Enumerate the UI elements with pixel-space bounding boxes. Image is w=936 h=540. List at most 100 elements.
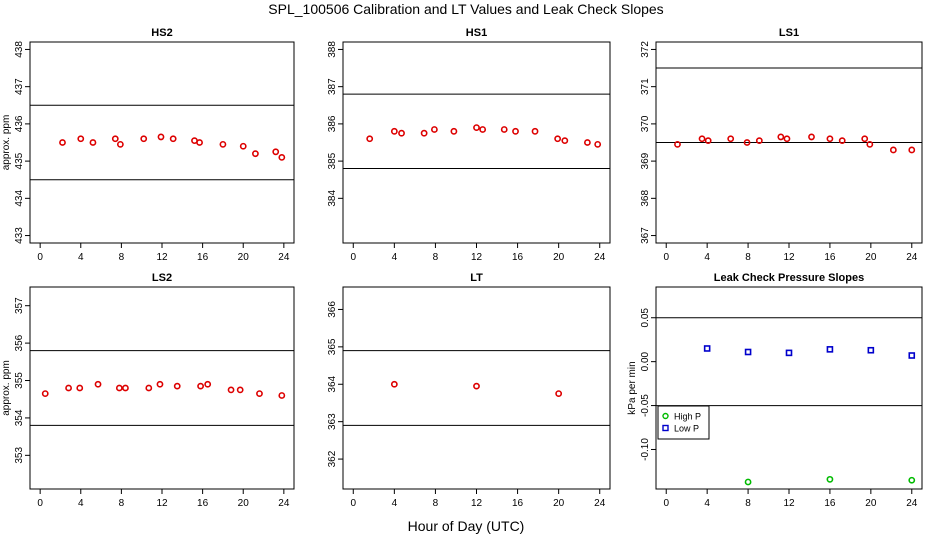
x-tick-label: 16 xyxy=(512,498,524,509)
data-point xyxy=(450,127,458,135)
x-tick-label: 0 xyxy=(37,252,43,263)
data-point xyxy=(157,133,165,141)
x-tick-label: 0 xyxy=(350,252,356,263)
x-tick-label: 4 xyxy=(78,252,84,263)
y-tick-label: 369 xyxy=(640,152,651,169)
x-tick-label: 12 xyxy=(156,252,168,263)
y-tick-label: 364 xyxy=(327,375,338,392)
data-point xyxy=(122,384,129,392)
panel-title: LS1 xyxy=(779,27,799,39)
data-point xyxy=(116,140,124,148)
data-point xyxy=(420,129,428,137)
y-tick-label: 367 xyxy=(640,227,651,244)
y-tick-label: 437 xyxy=(14,78,25,95)
legend-marker xyxy=(662,424,669,432)
data-point xyxy=(674,140,681,148)
data-point xyxy=(111,135,119,143)
data-point xyxy=(908,146,916,154)
data-point xyxy=(256,390,263,398)
x-tick-label: 16 xyxy=(197,252,209,263)
y-tick-label: 365 xyxy=(327,338,338,355)
data-point xyxy=(704,137,712,145)
shared-x-axis-label: Hour of Day (UTC) xyxy=(408,518,525,534)
data-point xyxy=(838,137,846,145)
data-point xyxy=(430,126,438,133)
data-point xyxy=(866,140,874,148)
panel-title: LT xyxy=(470,272,483,284)
data-point xyxy=(512,127,519,135)
x-tick-label: 24 xyxy=(278,252,290,263)
y-tick-label: 362 xyxy=(327,450,338,467)
data-point xyxy=(140,135,148,143)
data-point xyxy=(89,139,97,146)
plot-frame xyxy=(29,286,295,490)
panel-3: LS1 0 4 8 12 16 20 24 367 368 369 370 371 372 xyxy=(640,27,923,263)
x-tick-label: 0 xyxy=(350,498,356,509)
x-tick-label: 4 xyxy=(704,252,710,263)
data-point xyxy=(77,135,85,143)
panel-4: LS2 0 4 8 12 16 20 24 353 354 355 356 357 approx. ppm xyxy=(1,272,295,509)
data-point xyxy=(169,135,177,143)
data-point xyxy=(204,380,212,388)
y-tick-label: 363 xyxy=(327,413,338,430)
y-tick-label: 354 xyxy=(14,409,25,426)
data-point xyxy=(744,348,752,356)
x-tick-label: 20 xyxy=(553,252,565,263)
panel-title: HS1 xyxy=(466,27,487,39)
figure-title: SPL_100506 Calibration and LT Values and… xyxy=(268,1,663,17)
data-point xyxy=(908,476,916,484)
data-point xyxy=(826,135,834,143)
x-tick-label: 16 xyxy=(512,252,524,263)
data-point xyxy=(473,124,480,132)
x-tick-label: 4 xyxy=(704,498,710,509)
data-point xyxy=(727,135,735,143)
x-tick-label: 20 xyxy=(238,498,250,509)
x-tick-label: 20 xyxy=(553,498,565,509)
y-tick-label: 434 xyxy=(14,190,25,207)
data-point xyxy=(41,390,49,398)
x-tick-label: 4 xyxy=(78,498,84,509)
y-tick-label: 371 xyxy=(640,78,651,95)
data-point xyxy=(115,384,123,392)
x-tick-label: 24 xyxy=(594,252,606,263)
data-point xyxy=(76,384,84,392)
y-tick-label: 385 xyxy=(327,152,338,169)
x-tick-label: 12 xyxy=(471,498,483,509)
data-point xyxy=(785,349,793,357)
data-point xyxy=(366,135,374,143)
y-tick-label: 366 xyxy=(327,301,338,318)
x-tick-label: 12 xyxy=(156,498,168,509)
x-tick-label: 12 xyxy=(783,498,795,509)
data-point xyxy=(584,139,591,146)
y-axis-label: approx. ppm xyxy=(1,115,12,171)
x-tick-label: 4 xyxy=(392,498,398,509)
x-tick-label: 12 xyxy=(471,252,483,263)
data-point xyxy=(197,382,204,390)
x-tick-label: 20 xyxy=(238,252,250,263)
x-tick-label: 16 xyxy=(824,252,836,263)
x-tick-label: 24 xyxy=(906,252,918,263)
data-point xyxy=(594,140,602,148)
y-tick-label: 356 xyxy=(14,334,25,351)
legend: High P Low P xyxy=(657,405,710,440)
data-point xyxy=(826,475,834,483)
x-tick-label: 16 xyxy=(824,498,836,509)
data-point xyxy=(826,346,834,353)
x-tick-label: 24 xyxy=(906,498,918,509)
legend-label: High P xyxy=(674,412,701,422)
data-point xyxy=(227,386,235,394)
legend-box xyxy=(657,405,710,440)
y-tick-label: 372 xyxy=(640,41,651,58)
y-tick-label: 357 xyxy=(14,297,25,314)
x-tick-label: 20 xyxy=(865,252,877,263)
data-point xyxy=(196,139,203,146)
y-tick-label: 386 xyxy=(327,115,338,132)
y-tick-label: 435 xyxy=(14,152,25,169)
data-point xyxy=(390,380,398,388)
x-tick-label: 8 xyxy=(433,498,439,509)
x-tick-label: 8 xyxy=(433,252,439,263)
y-tick-label: 384 xyxy=(327,190,338,207)
legend-label: Low P xyxy=(674,424,699,434)
data-point xyxy=(808,133,815,141)
